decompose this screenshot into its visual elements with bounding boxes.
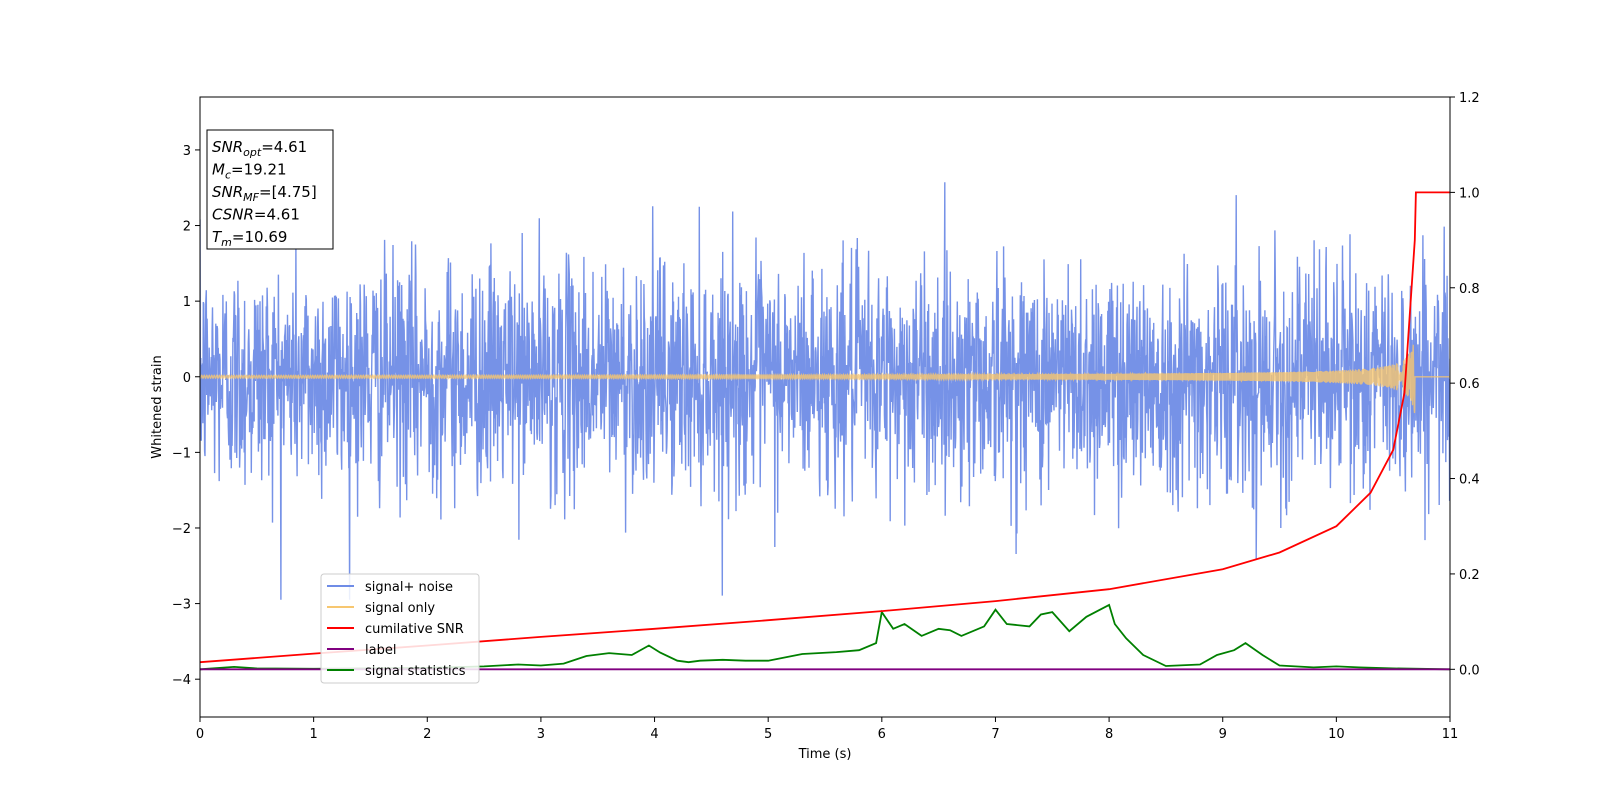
x-tick-label: 6	[878, 727, 886, 742]
x-tick-label: 0	[196, 727, 204, 742]
legend-entry: cumilative SNR	[365, 622, 464, 637]
plot-frame	[199, 96, 1451, 718]
annotation-line: SNRopt=4.61	[212, 138, 307, 159]
x-tick-label: 11	[1442, 727, 1459, 742]
y-tick-label: −4	[172, 673, 191, 688]
x-tick-label: 4	[650, 727, 658, 742]
annotation-line: Tm=10.69	[212, 228, 287, 249]
legend-entry: signal statistics	[365, 664, 466, 679]
legend: signal+ noise signal only cumilative SNR la…	[320, 573, 480, 684]
y-tick-label: 3	[183, 144, 191, 159]
y2-tick-label: 1.0	[1459, 186, 1480, 201]
y-tick-label: 1	[183, 295, 191, 310]
y-axis-label: Whitened strain	[150, 355, 165, 458]
series-cumulative-snr	[200, 191, 1450, 664]
annotation-line: CSNR=4.61	[212, 206, 300, 224]
x-tick-label: 2	[423, 727, 431, 742]
y2-tick-label: 1.2	[1459, 91, 1480, 106]
series-signal-only	[200, 344, 1450, 414]
series-signal-noise	[200, 182, 1450, 600]
y2-tick-label: 0.4	[1459, 473, 1480, 488]
series-signal-statistics	[200, 603, 1450, 671]
annotation-line: Mc=19.21	[212, 161, 287, 182]
x-tick-label: 1	[309, 727, 317, 742]
y2-tick-label: 0.0	[1459, 663, 1480, 678]
y2-tick-label: 0.8	[1459, 282, 1480, 297]
x-tick-label: 9	[1219, 727, 1227, 742]
legend-frame	[320, 573, 480, 684]
x-tick-label: 7	[991, 727, 999, 742]
y-tick-label: −2	[172, 522, 191, 537]
x-tick-label: 8	[1105, 727, 1113, 742]
y2-tick-label: 0.2	[1459, 568, 1480, 583]
y-tick-label: 0	[183, 371, 191, 386]
x-tick-label: 3	[537, 727, 545, 742]
annotation-line: SNRMF=[4.75]	[212, 183, 317, 204]
y-tick-label: −3	[172, 598, 191, 613]
x-tick-label: 5	[764, 727, 772, 742]
legend-entry: label	[365, 643, 396, 658]
legend-entry: signal only	[365, 601, 435, 616]
y-tick-label: 2	[183, 220, 191, 235]
y2-tick-label: 0.6	[1459, 377, 1480, 392]
x-tick-label: 10	[1328, 727, 1345, 742]
annotation-frame	[206, 129, 334, 250]
legend-entry: signal+ noise	[365, 580, 453, 595]
y-tick-label: −1	[172, 446, 191, 461]
x-axis-label: Time (s)	[798, 747, 852, 762]
